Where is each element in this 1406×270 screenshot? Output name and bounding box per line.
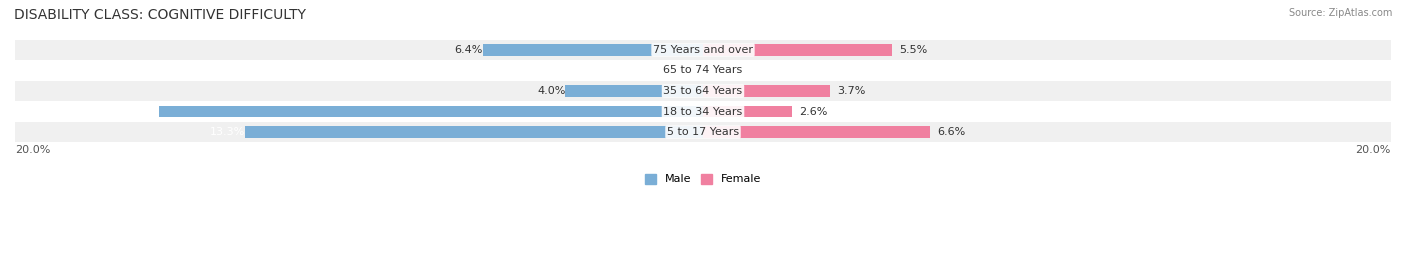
Bar (15, 40, 1391, 60)
Text: 5.5%: 5.5% (898, 45, 928, 55)
Text: 13.3%: 13.3% (211, 127, 246, 137)
Bar (703, 106, 793, 117)
Text: 35 to 64 Years: 35 to 64 Years (664, 86, 742, 96)
Text: 65 to 74 Years: 65 to 74 Years (664, 65, 742, 76)
Text: 20.0%: 20.0% (1355, 146, 1391, 156)
Text: 20.0%: 20.0% (15, 146, 51, 156)
Bar (15, 60, 1391, 81)
Bar (246, 126, 703, 138)
Text: 3.7%: 3.7% (837, 86, 866, 96)
Bar (15, 122, 1391, 142)
Text: 4.0%: 4.0% (537, 86, 565, 96)
Legend: Male, Female: Male, Female (641, 169, 765, 189)
Text: 5 to 17 Years: 5 to 17 Years (666, 127, 740, 137)
Text: 15.8%: 15.8% (124, 107, 159, 117)
Text: 6.6%: 6.6% (936, 127, 965, 137)
Text: DISABILITY CLASS: COGNITIVE DIFFICULTY: DISABILITY CLASS: COGNITIVE DIFFICULTY (14, 8, 307, 22)
Bar (482, 44, 703, 56)
Text: 18 to 34 Years: 18 to 34 Years (664, 107, 742, 117)
Text: Source: ZipAtlas.com: Source: ZipAtlas.com (1288, 8, 1392, 18)
Bar (15, 101, 1391, 122)
Bar (159, 106, 703, 117)
Text: 75 Years and over: 75 Years and over (652, 45, 754, 55)
Bar (565, 85, 703, 97)
Bar (703, 126, 929, 138)
Bar (15, 81, 1391, 101)
Bar (703, 85, 831, 97)
Text: 2.6%: 2.6% (800, 107, 828, 117)
Bar (703, 44, 893, 56)
Text: 6.4%: 6.4% (454, 45, 482, 55)
